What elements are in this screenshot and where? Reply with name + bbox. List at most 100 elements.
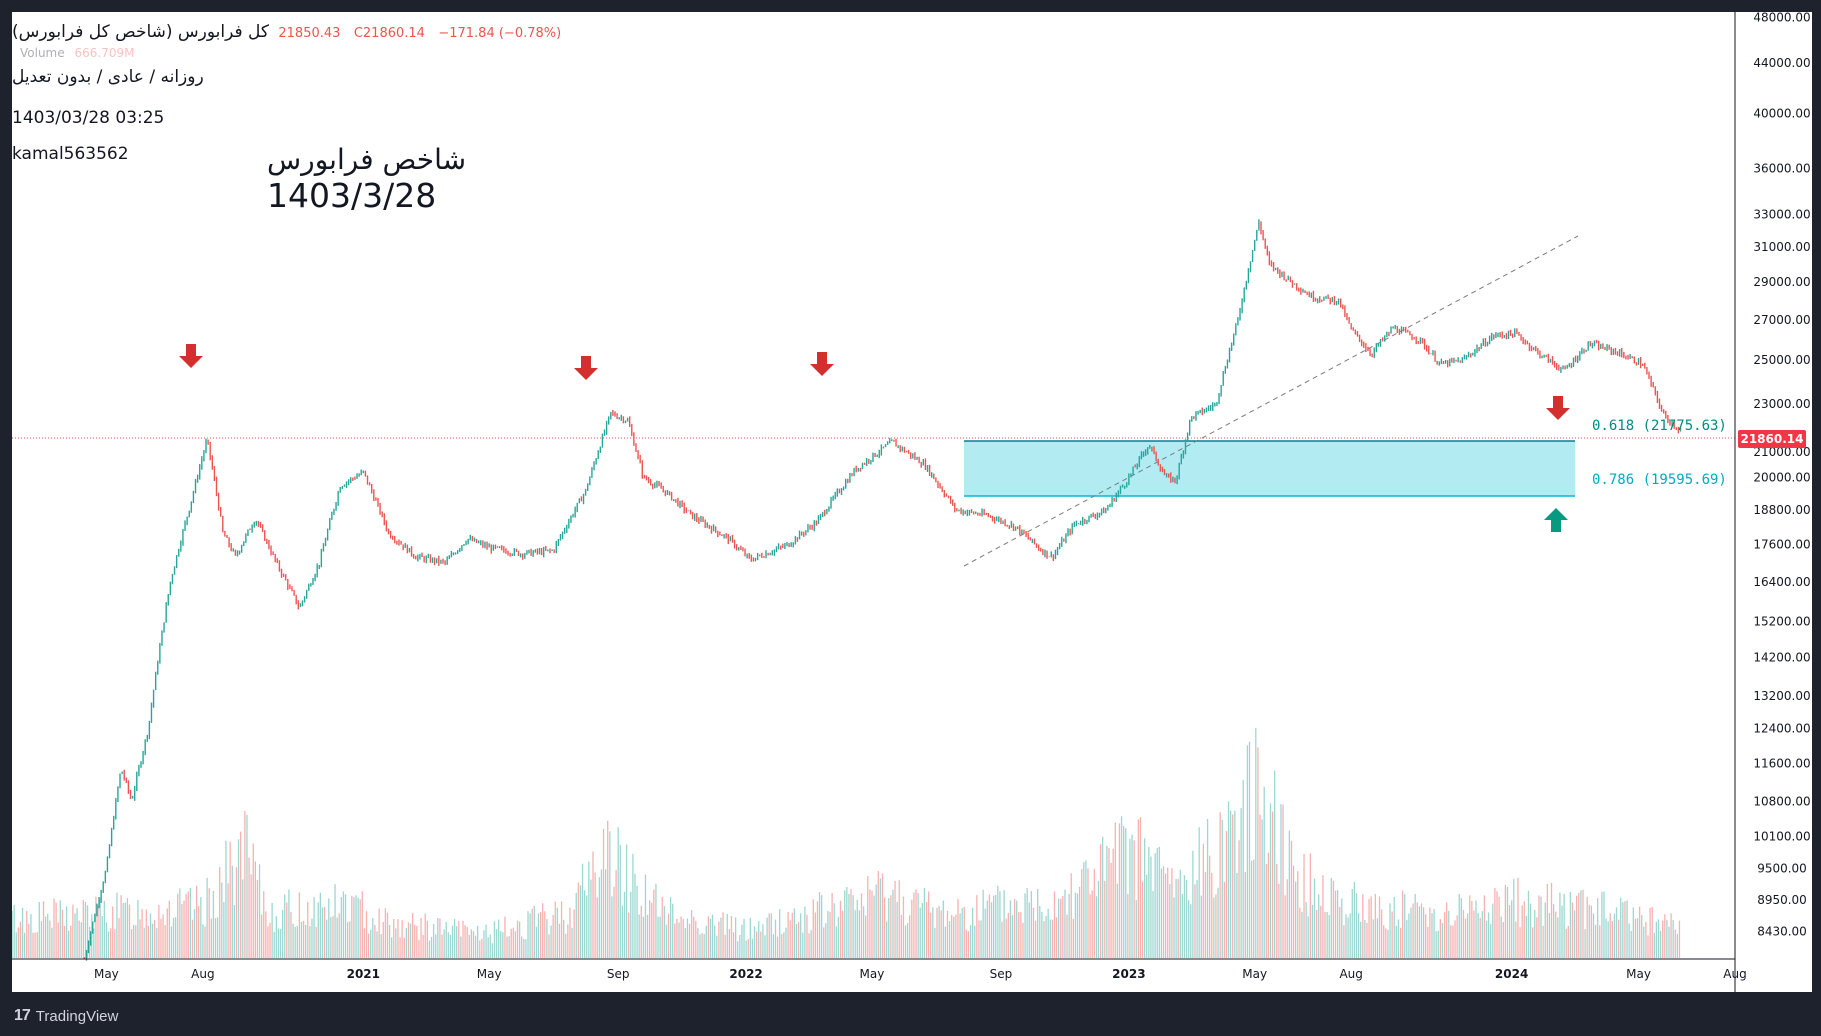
volume-bar bbox=[1538, 895, 1540, 958]
volume-bar bbox=[1647, 935, 1649, 958]
ohlc-text: 21850.43 bbox=[278, 26, 341, 41]
volume-bar bbox=[1068, 893, 1070, 958]
volume-bar bbox=[160, 918, 162, 958]
down-arrow-icon bbox=[179, 344, 203, 368]
volume-bar bbox=[747, 939, 749, 958]
volume-bar bbox=[892, 889, 894, 958]
volume-bar bbox=[810, 930, 812, 958]
volume-bar bbox=[1102, 836, 1104, 958]
down-arrow-icon bbox=[1546, 396, 1570, 420]
volume-bar bbox=[63, 925, 66, 958]
change-text: −171.84 (−0.78%) bbox=[438, 26, 562, 41]
volume-bar bbox=[1594, 924, 1597, 958]
volume-bar bbox=[1590, 905, 1593, 958]
volume-bar bbox=[296, 925, 298, 958]
volume-bar bbox=[984, 908, 986, 958]
volume-bar bbox=[1452, 925, 1454, 958]
volume-bar bbox=[737, 941, 739, 958]
volume-bar bbox=[1613, 913, 1616, 958]
price-tick-label: 10800.00 bbox=[1753, 794, 1810, 808]
volume-bar bbox=[1603, 891, 1605, 958]
volume-bar bbox=[267, 926, 269, 958]
volume-bar bbox=[1196, 880, 1198, 958]
volume-bar bbox=[1074, 892, 1077, 958]
annotation-text[interactable]: شاخص فرابورس 1403/3/28 bbox=[267, 142, 466, 214]
volume-bar bbox=[854, 910, 856, 958]
volume-bar bbox=[1412, 903, 1414, 958]
volume-bar bbox=[1286, 879, 1288, 958]
volume-bar bbox=[416, 926, 418, 958]
volume-bar bbox=[833, 903, 835, 958]
volume-bar bbox=[1506, 887, 1509, 958]
chart-frame[interactable]: 0.618 (21775.63) 0.786 (19595.69) 48000.… bbox=[12, 12, 1812, 992]
volume-bar bbox=[894, 880, 896, 958]
volume-bar bbox=[82, 899, 85, 958]
volume-bar bbox=[827, 910, 829, 958]
volume-bar bbox=[1416, 902, 1418, 958]
volume-bar bbox=[1563, 893, 1565, 958]
volume-bar bbox=[930, 912, 932, 958]
volume-bar bbox=[1433, 908, 1435, 958]
volume-bar bbox=[1276, 863, 1278, 958]
volume-bar bbox=[93, 928, 95, 958]
volume-bar bbox=[1106, 845, 1108, 958]
volume-bar bbox=[997, 885, 999, 958]
volume-bar bbox=[212, 890, 215, 958]
volume-bar bbox=[445, 921, 447, 958]
volume-bar bbox=[546, 919, 548, 958]
volume-bar bbox=[1309, 853, 1311, 958]
volume-bar bbox=[1672, 919, 1674, 958]
volume-bar bbox=[95, 896, 97, 958]
symbol-title[interactable]: کل فرابورس (شاخص کل فرابورس) bbox=[12, 22, 269, 42]
volume-bar bbox=[1118, 823, 1121, 958]
volume-bar bbox=[1234, 810, 1236, 958]
brand-name: TradingView bbox=[35, 1007, 119, 1025]
volume-bar bbox=[439, 918, 441, 958]
volume-bar bbox=[776, 936, 779, 958]
chart-svg[interactable]: 0.618 (21775.63) 0.786 (19595.69) 48000.… bbox=[12, 12, 1812, 992]
volume-bar bbox=[1297, 871, 1299, 958]
volume-bar bbox=[263, 891, 265, 958]
volume-bar bbox=[649, 900, 651, 958]
volume-bar bbox=[743, 918, 745, 958]
volume-bar bbox=[483, 930, 485, 958]
volume-bar bbox=[1391, 911, 1393, 958]
volume-bar bbox=[116, 892, 118, 958]
time-tick-label: May bbox=[477, 967, 502, 981]
volume-bar bbox=[1083, 862, 1085, 958]
volume-bar bbox=[1223, 881, 1225, 958]
volume-bar bbox=[923, 887, 926, 958]
volume-bar bbox=[1464, 918, 1467, 958]
volume-bar bbox=[380, 934, 382, 958]
volume-bar bbox=[565, 933, 567, 958]
volume-bar bbox=[1395, 925, 1397, 958]
volume-bar bbox=[1353, 882, 1356, 958]
volume-bar bbox=[1173, 897, 1175, 958]
volume-bar bbox=[1141, 881, 1144, 958]
volume-bar bbox=[1372, 919, 1374, 958]
volume-bar bbox=[374, 925, 376, 958]
volume-bar bbox=[1007, 912, 1009, 958]
volume-bar bbox=[506, 936, 508, 958]
volume-bar bbox=[349, 921, 351, 958]
volume-bar bbox=[489, 934, 491, 958]
volume-bar bbox=[539, 911, 542, 958]
volume-bar bbox=[292, 923, 294, 958]
time-tick-label: 2023 bbox=[1112, 967, 1145, 981]
volume-bar bbox=[602, 828, 605, 958]
volume-bar bbox=[1099, 844, 1102, 958]
volume-bar bbox=[1229, 810, 1232, 958]
volume-bar bbox=[101, 916, 103, 958]
footer[interactable]: 17 TradingView bbox=[14, 1004, 118, 1028]
volume-bar bbox=[1668, 926, 1670, 958]
volume-layer bbox=[12, 728, 1681, 958]
volume-bar bbox=[260, 914, 263, 958]
down-arrow-icon bbox=[574, 356, 598, 380]
up-arrow-icon bbox=[1544, 508, 1568, 532]
volume-bar bbox=[1540, 896, 1542, 958]
volume-bar bbox=[149, 913, 152, 958]
volume-bar bbox=[1261, 819, 1263, 958]
price-tick-label: 11600.00 bbox=[1753, 757, 1810, 771]
volume-bar bbox=[514, 931, 517, 958]
volume-bar bbox=[642, 916, 645, 958]
